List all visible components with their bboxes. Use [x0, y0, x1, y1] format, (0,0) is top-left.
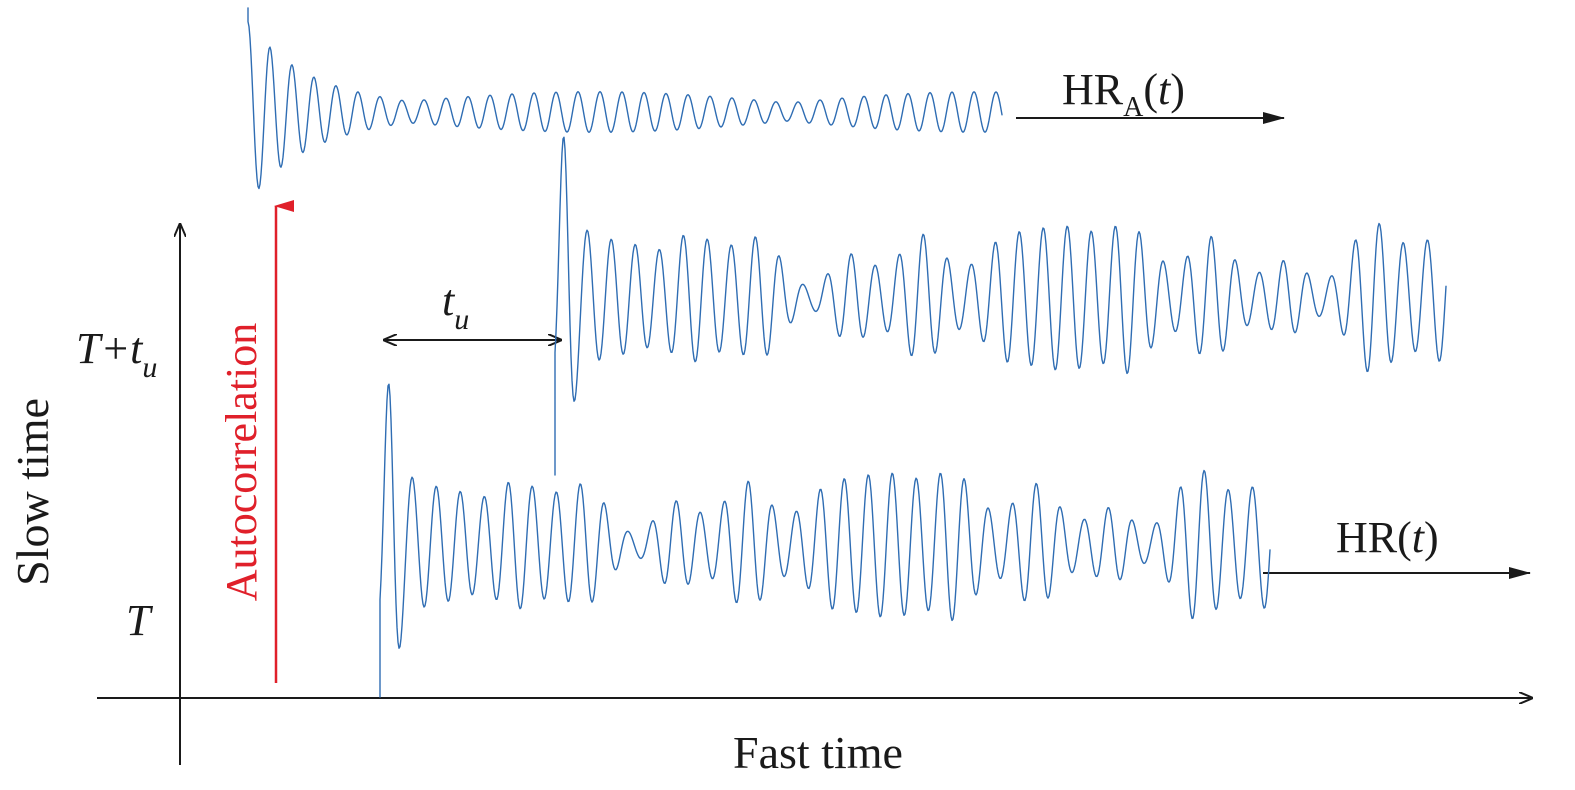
autocorrelation-label: Autocorrelation [217, 323, 266, 602]
hra-label-sub: A [1123, 92, 1144, 123]
x-axis-label: Fast time [733, 727, 903, 778]
hra-label-close: ) [1170, 65, 1185, 114]
delay-label-main: t [442, 276, 456, 325]
delayed-hr-signal-waveform [554, 136, 1447, 476]
delay-label-sub: u [454, 303, 469, 336]
hr-label-prefix: HR( [1336, 513, 1412, 562]
tick-label-t-plus-tu-main: T+t [76, 324, 144, 373]
hra-label-var: t [1158, 65, 1172, 114]
hra-label: HRA(t) [1062, 65, 1185, 123]
tick-label-t-plus-tu-sub: u [142, 351, 157, 384]
y-axis-label: Slow time [7, 398, 58, 586]
tick-label-t-plus-tu: T+tu [76, 324, 157, 384]
delay-label: tu [442, 276, 469, 336]
hra-label-prefix: HR [1062, 65, 1124, 114]
hra-label-open: ( [1143, 65, 1158, 114]
hr-label-var: t [1412, 513, 1426, 562]
hr-label: HR(t) [1336, 513, 1439, 562]
hra-autocorrelation-waveform [247, 7, 1003, 190]
hr-label-suffix: ) [1424, 513, 1439, 562]
hr-signal-waveform [379, 383, 1271, 698]
tick-label-t: T [126, 596, 154, 645]
